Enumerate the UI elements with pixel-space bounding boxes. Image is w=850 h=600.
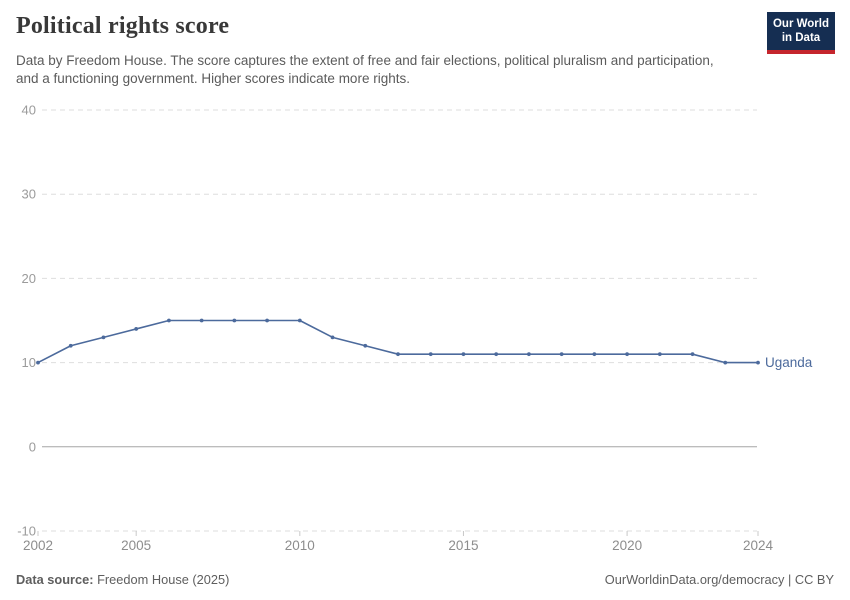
uganda-series-line[interactable]	[37, 319, 758, 364]
y-axis-tick-label: 10	[22, 355, 36, 370]
data-point-marker[interactable]	[494, 352, 499, 357]
chart-subtitle: Data by Freedom House. The score capture…	[16, 53, 714, 86]
data-point-marker[interactable]	[461, 352, 466, 357]
data-source: Data source: Freedom House (2025)	[16, 572, 229, 587]
data-point-marker[interactable]	[265, 318, 269, 323]
y-axis-tick-label: 20	[22, 271, 36, 286]
data-point-marker[interactable]	[232, 318, 237, 323]
data-point-marker[interactable]	[690, 352, 695, 357]
y-axis-tick-label: 0	[29, 439, 36, 454]
data-point-marker[interactable]	[167, 318, 171, 323]
data-point-marker[interactable]	[199, 318, 204, 323]
credit-link[interactable]: OurWorldinData.org/democracy | CC BY	[604, 572, 834, 587]
data-point-marker[interactable]	[559, 352, 564, 357]
page-title: Political rights score	[16, 13, 230, 39]
data-source-label: Data source:	[16, 572, 94, 587]
x-axis-tick-label: 2002	[23, 538, 53, 553]
data-point-marker[interactable]	[527, 352, 531, 357]
data-source-value: Freedom House (2025)	[97, 572, 230, 587]
data-point-marker[interactable]	[592, 352, 597, 357]
data-point-marker[interactable]	[68, 343, 73, 348]
data-point-marker[interactable]	[101, 335, 106, 340]
x-axis-tick-label: 2005	[121, 538, 151, 553]
y-axis-tick-label: 30	[22, 187, 36, 202]
x-axis-tick-label: 2024	[743, 538, 774, 553]
y-axis-tick-label: 40	[22, 103, 36, 118]
chart-footer: Data source: Freedom House (2025) OurWor…	[16, 572, 834, 587]
data-point-marker[interactable]	[428, 352, 433, 357]
data-point-marker[interactable]	[723, 360, 728, 365]
data-point-marker[interactable]	[36, 360, 40, 365]
x-axis-tick-label: 2020	[612, 538, 642, 553]
x-axis-tick-label: 2010	[285, 538, 315, 553]
y-axis-tick-label: -10	[17, 524, 36, 539]
owid-logo[interactable]: Our World in Data	[767, 12, 835, 54]
data-point-marker[interactable]	[396, 352, 400, 357]
data-point-marker[interactable]	[134, 327, 139, 331]
data-point-marker[interactable]	[625, 352, 629, 357]
logo-line-1: Our World	[772, 18, 829, 30]
logo-line-2: in Data	[781, 32, 821, 45]
data-point-marker[interactable]	[756, 360, 760, 365]
data-point-marker[interactable]	[330, 335, 335, 340]
series-entity-label[interactable]: Uganda	[765, 355, 813, 370]
data-point-marker[interactable]	[657, 352, 662, 357]
data-point-marker[interactable]	[297, 318, 302, 323]
data-point-marker[interactable]	[363, 343, 368, 348]
x-axis-tick-label: 2015	[448, 538, 478, 553]
